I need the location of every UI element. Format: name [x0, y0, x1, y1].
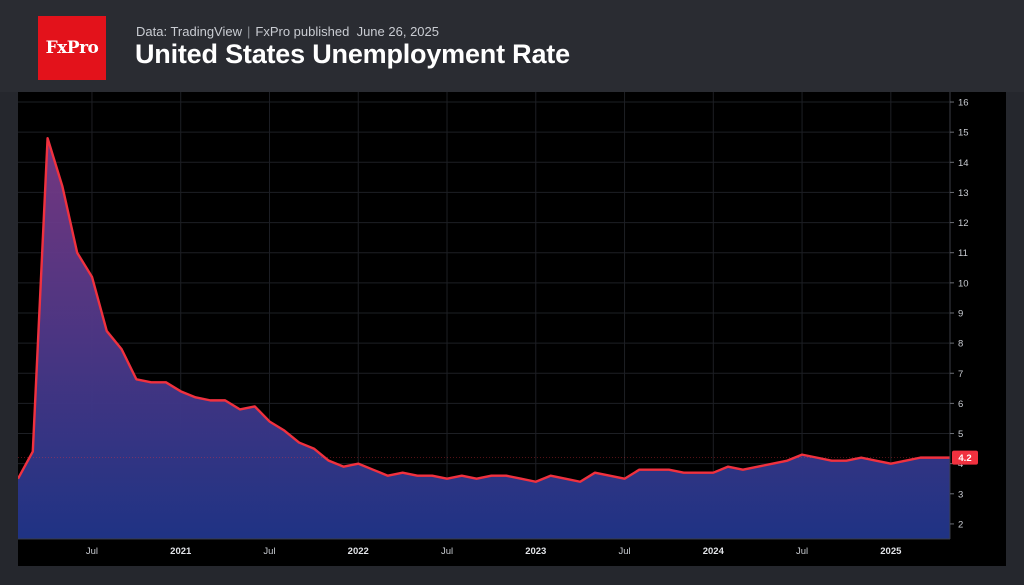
- x-tick-label: Jul: [796, 546, 808, 557]
- last-value-label: 4.2: [958, 453, 971, 464]
- area-series: [18, 136, 950, 539]
- y-tick-label: 15: [958, 128, 969, 139]
- series-line: [18, 136, 950, 483]
- chart-area: 2 3 4 5 6 7 8 9 10 11 12 13 14 15 16 Jul 2021 Jul 2022 Jul…: [18, 92, 1006, 566]
- x-tick-label: 2024: [703, 546, 725, 557]
- y-tick-label: 2: [958, 519, 963, 530]
- y-tick-label: 6: [958, 399, 963, 410]
- chart-title: United States Unemployment Rate: [135, 39, 570, 69]
- y-tick-label: 5: [958, 429, 963, 440]
- y-tick-label: 11: [958, 248, 968, 259]
- grid-lines: [18, 92, 950, 539]
- y-tick-label: 7: [958, 369, 963, 380]
- header: FxPro Data: TradingView | FxPro published …: [0, 0, 1024, 92]
- last-value-badge: 4.2: [952, 450, 978, 465]
- y-tick-label: 4: [958, 459, 963, 470]
- y-tick-label: 14: [958, 158, 969, 169]
- last-value-badge-bg: [952, 450, 978, 465]
- x-tick-label: Jul: [86, 546, 98, 557]
- source-line: Data: TradingView | FxPro published June 2…: [136, 24, 439, 39]
- x-tick-label: 2025: [880, 546, 902, 557]
- y-tick-label: 3: [958, 489, 963, 500]
- publisher: FxPro published: [255, 24, 350, 39]
- separator: |: [247, 24, 251, 39]
- x-tick-label: Jul: [618, 546, 630, 557]
- y-tick-label: 13: [958, 188, 969, 199]
- x-tick-label: 2023: [525, 546, 546, 557]
- data-source: Data: TradingView: [136, 24, 242, 39]
- published-date: June 26, 2025: [356, 24, 439, 39]
- x-axis: Jul 2021 Jul 2022 Jul 2023 Jul 2024 Jul 2025: [18, 538, 950, 557]
- fxpro-logo: FxPro: [38, 16, 106, 80]
- y-tick-label: 9: [958, 308, 963, 319]
- x-tick-label: 2022: [348, 546, 369, 557]
- area-fill: [18, 138, 950, 539]
- x-tick-label: Jul: [263, 546, 275, 557]
- y-tick-label: 12: [958, 218, 969, 229]
- y-tick-label: 10: [958, 278, 969, 289]
- y-tick-label: 8: [958, 339, 963, 350]
- y-tick-label: 16: [958, 98, 969, 109]
- x-tick-label: Jul: [441, 546, 453, 557]
- x-tick-label: 2021: [170, 546, 192, 557]
- y-axis: 2 3 4 5 6 7 8 9 10 11 12 13 14 15 16: [949, 92, 969, 539]
